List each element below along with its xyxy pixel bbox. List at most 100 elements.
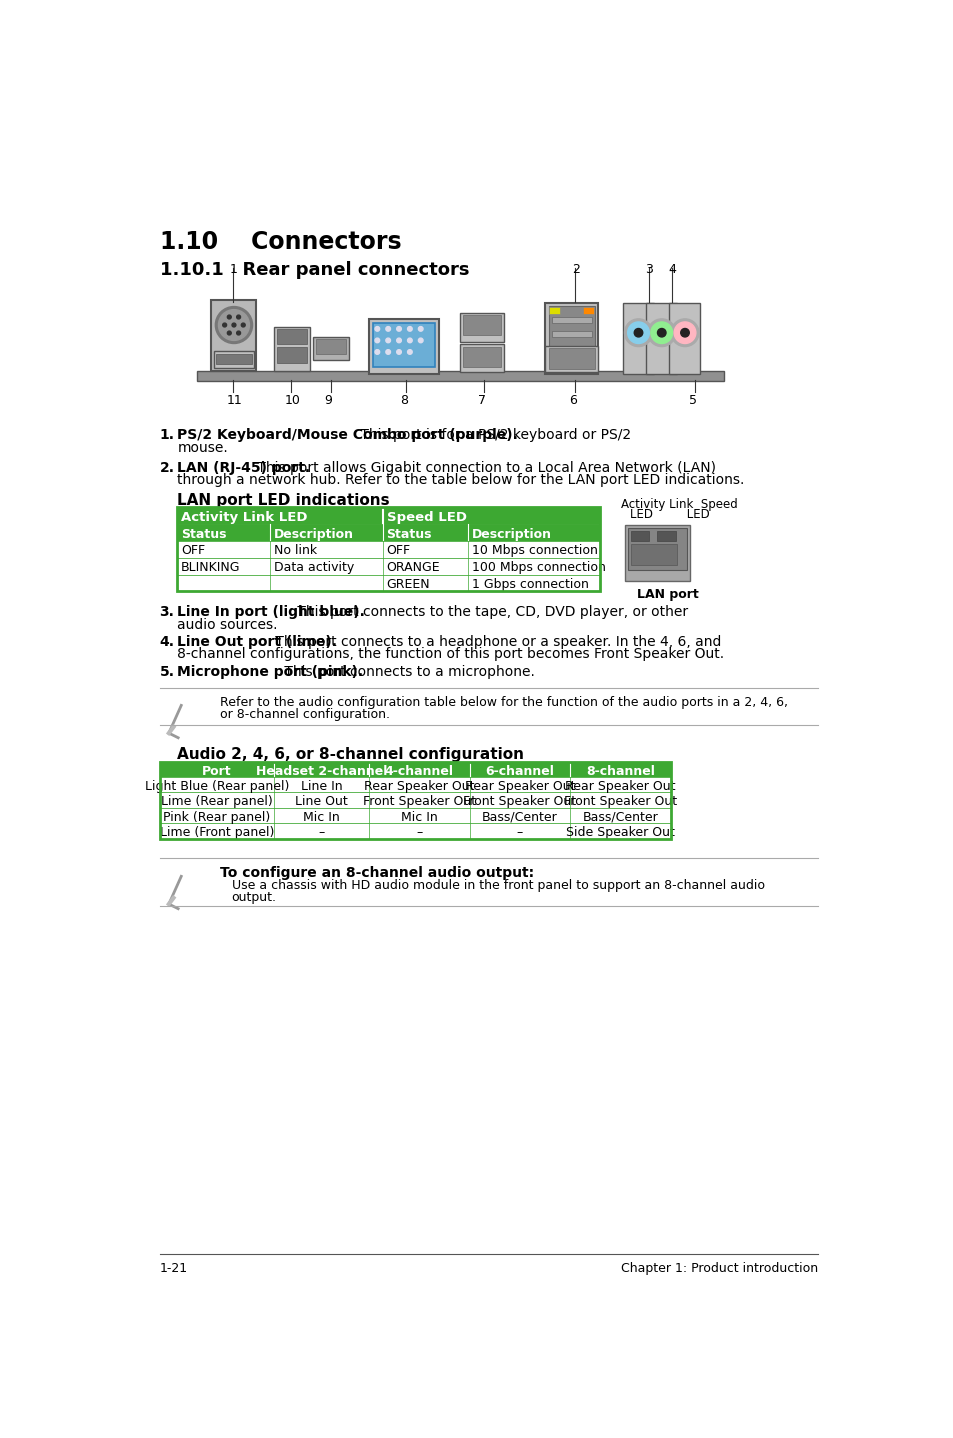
Bar: [177, 541, 599, 558]
Text: 1.10    Connectors: 1.10 Connectors: [159, 230, 401, 255]
Text: 5.: 5.: [159, 666, 174, 679]
Circle shape: [670, 319, 699, 347]
Text: –: –: [416, 827, 422, 840]
Bar: [196, 371, 723, 381]
Text: Rear Speaker Out: Rear Speaker Out: [363, 779, 474, 794]
Text: 4.: 4.: [159, 634, 174, 649]
Text: OFF: OFF: [386, 545, 411, 558]
Bar: [624, 525, 689, 581]
Circle shape: [407, 349, 412, 354]
Circle shape: [407, 338, 412, 342]
Text: 4: 4: [668, 263, 676, 276]
Circle shape: [385, 349, 390, 354]
Text: Speed LED: Speed LED: [386, 510, 466, 523]
Bar: [277, 329, 307, 344]
Text: 8-channel: 8-channel: [586, 765, 655, 778]
Text: No link: No link: [274, 545, 317, 558]
Text: output.: output.: [232, 892, 276, 905]
Text: Lime (Rear panel): Lime (Rear panel): [161, 795, 273, 808]
Bar: [159, 808, 670, 823]
Text: LAN port LED indications: LAN port LED indications: [177, 493, 390, 508]
Text: Front Speaker Out: Front Speaker Out: [362, 795, 476, 808]
Text: Bass/Center: Bass/Center: [481, 811, 558, 824]
Bar: [545, 345, 598, 372]
Text: 1 Gbps connection: 1 Gbps connection: [472, 578, 588, 591]
Text: GREEN: GREEN: [386, 578, 430, 591]
Circle shape: [657, 328, 665, 336]
Text: Line Out: Line Out: [294, 795, 348, 808]
Text: 4-channel: 4-channel: [384, 765, 454, 778]
Text: Activity Link LED: Activity Link LED: [181, 510, 308, 523]
Bar: [622, 303, 654, 374]
Text: This port connects to a headphone or a speaker. In the 4, 6, and: This port connects to a headphone or a s…: [271, 634, 720, 649]
Circle shape: [236, 331, 240, 335]
Bar: [459, 312, 503, 342]
Text: This port is for a PS/2 keyboard or PS/2: This port is for a PS/2 keyboard or PS/2: [355, 429, 630, 443]
Bar: [545, 303, 598, 374]
Bar: [645, 303, 677, 374]
Text: LAN port: LAN port: [637, 588, 698, 601]
Circle shape: [407, 326, 412, 331]
Circle shape: [375, 326, 379, 331]
Bar: [382, 506, 599, 523]
Circle shape: [227, 331, 231, 335]
Text: 11: 11: [227, 394, 242, 407]
Text: 10: 10: [285, 394, 300, 407]
Circle shape: [375, 349, 379, 354]
Bar: [216, 354, 252, 364]
Circle shape: [218, 309, 249, 341]
Text: 1-21: 1-21: [159, 1263, 188, 1276]
Circle shape: [418, 326, 422, 331]
Circle shape: [375, 338, 379, 342]
Bar: [177, 575, 599, 591]
Circle shape: [680, 328, 688, 336]
Text: 3.: 3.: [159, 605, 174, 620]
Bar: [159, 762, 670, 777]
Bar: [177, 523, 599, 541]
Bar: [177, 506, 599, 591]
Text: 7: 7: [477, 394, 486, 407]
Circle shape: [650, 322, 672, 344]
Circle shape: [396, 349, 401, 354]
Text: BLINKING: BLINKING: [181, 561, 240, 574]
Circle shape: [396, 338, 401, 342]
Bar: [463, 315, 500, 335]
Text: 6: 6: [568, 394, 576, 407]
Text: Line In: Line In: [300, 779, 342, 794]
Circle shape: [385, 326, 390, 331]
Bar: [548, 306, 595, 349]
Text: 3: 3: [645, 263, 653, 276]
Bar: [583, 306, 594, 315]
Bar: [549, 306, 559, 315]
Text: Rear Speaker Out: Rear Speaker Out: [464, 779, 575, 794]
Text: 10 Mbps connection: 10 Mbps connection: [472, 545, 598, 558]
Text: OFF: OFF: [181, 545, 205, 558]
Text: Pink (Rear panel): Pink (Rear panel): [163, 811, 271, 824]
Text: 100 Mbps connection: 100 Mbps connection: [472, 561, 605, 574]
Bar: [159, 762, 670, 838]
Bar: [551, 316, 592, 322]
Text: 2: 2: [571, 263, 579, 276]
Bar: [315, 339, 345, 354]
Text: To configure an 8-channel audio output:: To configure an 8-channel audio output:: [220, 866, 534, 880]
Text: 1: 1: [230, 263, 237, 276]
Text: LED         LED: LED LED: [629, 508, 709, 521]
Bar: [177, 558, 599, 575]
Text: Description: Description: [274, 528, 354, 541]
Circle shape: [627, 322, 649, 344]
Text: or 8-channel configuration.: or 8-channel configuration.: [220, 707, 390, 720]
Bar: [630, 544, 677, 565]
Bar: [177, 506, 382, 523]
Bar: [669, 303, 700, 374]
Bar: [212, 299, 256, 371]
Text: PS/2 Keyboard/Mouse Combo port (purple).: PS/2 Keyboard/Mouse Combo port (purple).: [177, 429, 517, 443]
Text: Activity Link  Speed: Activity Link Speed: [620, 498, 737, 510]
Text: This port connects to the tape, CD, DVD player, or other: This port connects to the tape, CD, DVD …: [293, 605, 688, 620]
Text: ORANGE: ORANGE: [386, 561, 439, 574]
Text: –: –: [517, 827, 522, 840]
Text: –: –: [318, 827, 324, 840]
Bar: [463, 347, 500, 367]
Text: Front Speaker Out: Front Speaker Out: [563, 795, 677, 808]
Text: through a network hub. Refer to the table below for the LAN port LED indications: through a network hub. Refer to the tabl…: [177, 473, 744, 487]
Circle shape: [236, 315, 240, 319]
